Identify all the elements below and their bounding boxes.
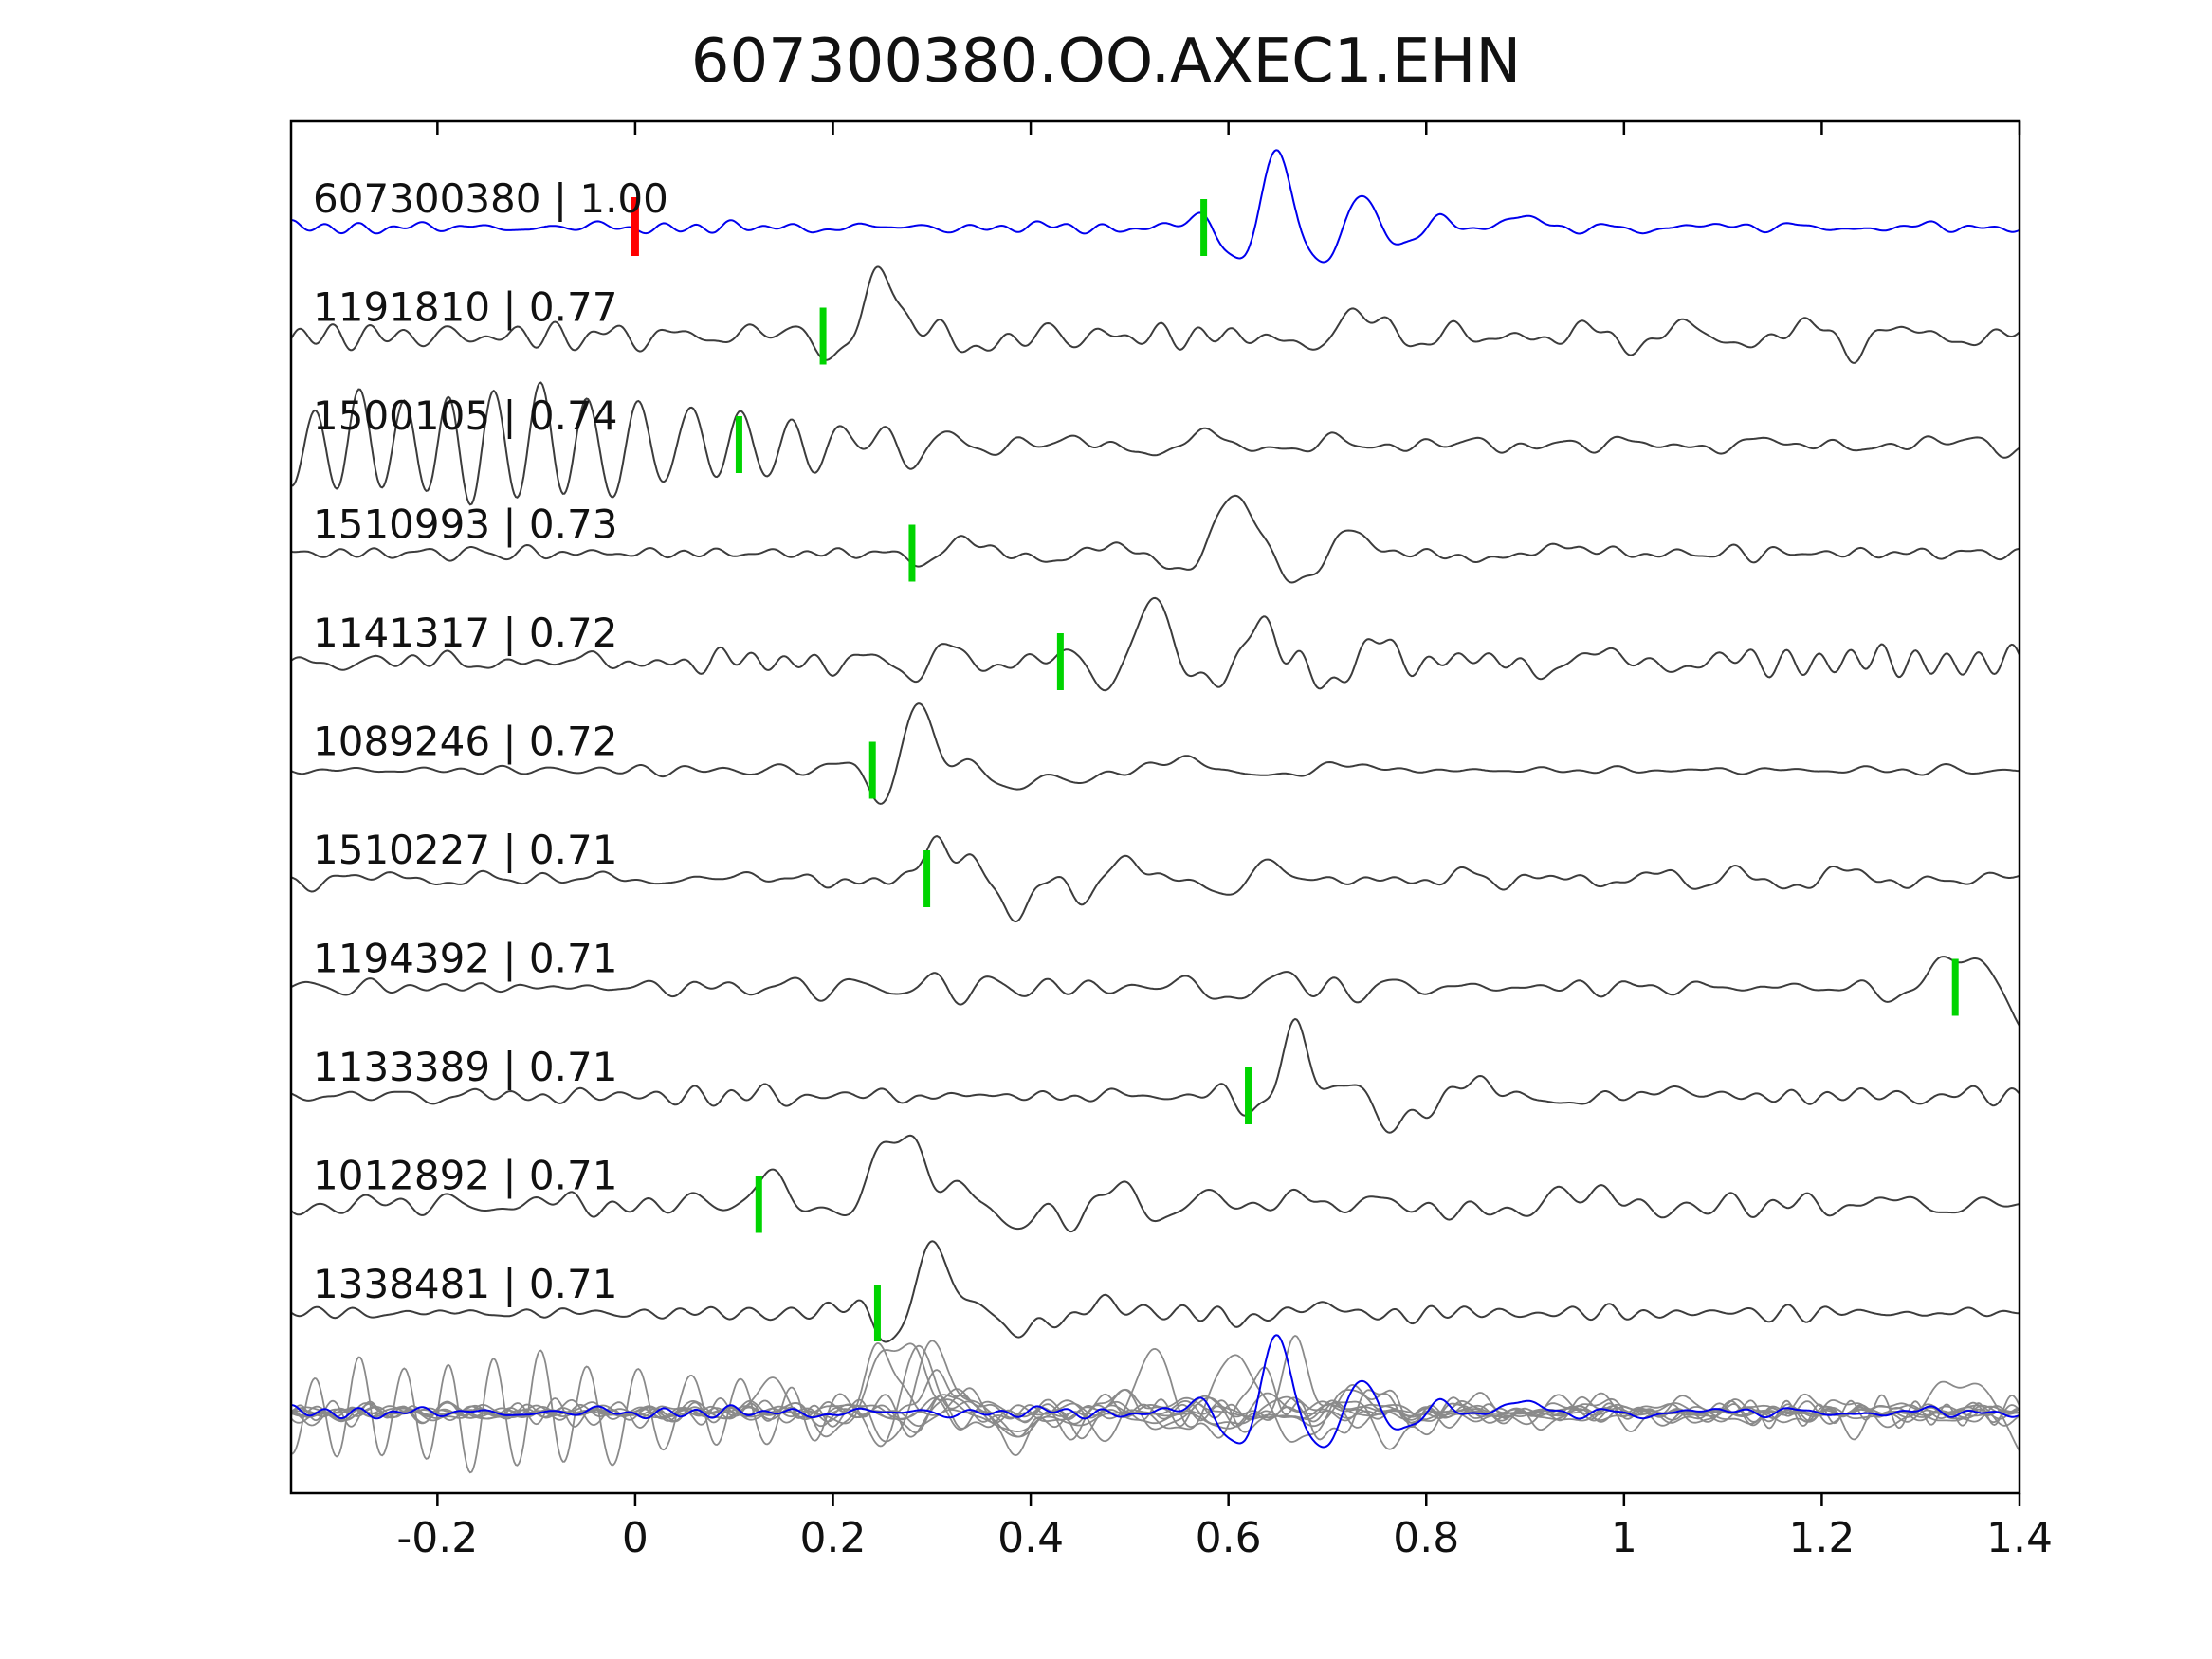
trace-label-1500105: 1500105 | 0.74 (313, 392, 617, 439)
x-tick-label: 1 (1611, 1514, 1637, 1562)
traces-group (291, 149, 2020, 1474)
trace-label-1089246: 1089246 | 0.72 (313, 719, 617, 765)
trace-1194392 (291, 956, 2020, 1027)
overlay-trace-1012892 (291, 1342, 2020, 1441)
trace-607300380 (291, 149, 2020, 264)
trace-1510227 (291, 835, 2020, 923)
overlay-template-trace (291, 1334, 2020, 1449)
trace-label-1191810: 1191810 | 0.77 (313, 284, 617, 331)
x-tick-label: 0.2 (800, 1514, 867, 1562)
overlay-trace-1191810 (291, 1342, 2020, 1441)
trace-1141317 (291, 596, 2020, 692)
overlay-trace-1338481 (291, 1340, 2020, 1443)
trace-label-1338481: 1338481 | 0.71 (313, 1261, 617, 1307)
trace-1338481 (291, 1240, 2020, 1343)
x-tick-label: 1.2 (1788, 1514, 1855, 1562)
x-tick-label: 0.4 (997, 1514, 1064, 1562)
chart-title: 607300380.OO.AXEC1.EHN (690, 27, 1522, 97)
trace-1012892 (291, 1134, 2020, 1233)
trace-label-1133389: 1133389 | 0.71 (313, 1044, 617, 1090)
x-tick-label: -0.2 (396, 1514, 478, 1562)
trace-label-607300380: 607300380 | 1.00 (313, 175, 668, 222)
x-tick-label: 0 (622, 1514, 649, 1562)
x-tick-label: 1.4 (1986, 1514, 2053, 1562)
x-tick-label: 0.6 (1196, 1514, 1262, 1562)
trace-1191810 (291, 265, 2020, 364)
trace-1089246 (291, 702, 2020, 805)
trace-1510993 (291, 494, 2020, 584)
overlay-trace-1500105 (291, 1349, 2020, 1474)
x-tick-label: 0.8 (1393, 1514, 1459, 1562)
trace-label-1012892: 1012892 | 0.71 (313, 1153, 617, 1199)
axis-frame (289, 119, 2021, 1495)
trace-1133389 (291, 1017, 2020, 1134)
trace-label-1510993: 1510993 | 0.73 (313, 501, 617, 548)
trace-label-1510227: 1510227 | 0.71 (313, 827, 617, 873)
trace-label-1141317: 1141317 | 0.72 (313, 610, 617, 656)
trace-1500105 (291, 381, 2020, 506)
trace-label-1194392: 1194392 | 0.71 (313, 936, 617, 982)
